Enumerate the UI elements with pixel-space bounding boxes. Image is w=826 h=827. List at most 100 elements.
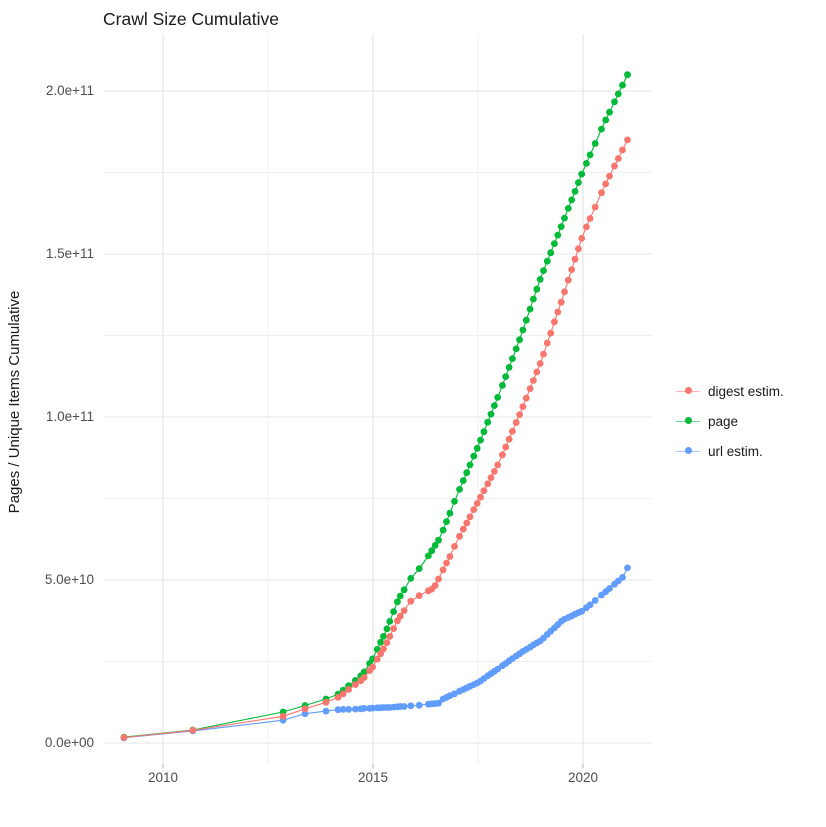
data-point-digest [583,223,590,231]
data-point-digest [369,663,376,671]
data-point-digest [373,655,381,663]
data-point-digest [470,506,478,513]
y-tick-label: 2.0e+11 [45,83,94,98]
data-point-url [606,585,613,592]
data-point-digest [602,180,610,188]
data-point-page [360,668,368,676]
data-point-digest [502,443,510,451]
data-point-page [540,267,547,274]
data-point-digest [322,698,330,706]
y-tick-label: 5.0e+10 [44,572,94,587]
data-point-digest [466,513,474,521]
data-point-digest [499,451,506,459]
data-point-page [396,592,404,600]
data-point-digest [484,480,492,488]
data-point-digest [279,712,287,720]
data-point-digest [564,276,572,284]
data-point-digest [451,543,458,550]
data-point-url [619,574,626,581]
data-point-url [415,701,423,709]
data-point-page [435,536,442,544]
data-point-page [473,444,481,452]
legend-label: url estim. [708,443,763,459]
data-point-digest [509,427,516,435]
data-point-digest [439,566,447,574]
data-point-page [591,140,599,147]
data-point-page [614,90,622,98]
data-point-page [491,402,498,409]
data-point-page [439,526,447,534]
data-point-page [377,638,384,646]
data-point-page [407,575,415,582]
data-point-page [547,249,555,257]
data-point-page [428,547,436,555]
legend: digest estim. page url estim. [676,376,824,466]
x-tick-label: 2010 [147,770,179,785]
data-point-digest [334,694,342,701]
data-point-digest [396,612,404,620]
data-point-page [509,355,516,362]
legend-key-icon [676,444,700,458]
data-point-page [624,71,631,79]
data-point-digest [415,592,423,599]
data-point-page [480,428,488,436]
data-point-digest [624,136,631,144]
data-point-page [494,394,502,401]
data-point-page [602,116,610,124]
legend-key-dot [684,387,692,395]
data-point-url [339,706,347,713]
data-point-digest [575,245,582,253]
y-axis-title: Pages / Unique Items Cumulative [6,290,23,514]
data-point-url [352,705,359,713]
data-point-page [386,618,394,625]
data-point-digest [540,350,547,358]
data-point-url [345,706,352,713]
data-point-digest [480,487,488,495]
series-points-digest [120,136,631,741]
data-point-digest [586,215,594,222]
data-point-digest [554,308,562,316]
y-tick-label: 1.0e+11 [45,409,94,424]
data-point-page [536,276,544,283]
data-point-url [400,703,408,710]
axis-tick-marks [162,764,584,769]
data-point-digest [519,403,527,410]
data-point-digest [345,686,352,693]
data-point-digest [435,575,442,583]
data-point-page [443,518,450,525]
data-point-digest [543,339,551,347]
data-point-url [360,705,368,712]
data-point-page [564,205,572,212]
x-tick-label: 2015 [357,770,389,785]
data-point-url [586,601,594,609]
data-point-page [568,196,576,204]
data-point-digest [551,318,558,326]
legend-label: page [708,413,739,429]
data-point-page [400,586,408,594]
data-point-page [551,240,558,248]
data-point-digest [526,385,534,392]
data-point-page [561,214,568,222]
series-line-page [123,74,628,738]
data-point-page [606,108,613,116]
data-point-digest [380,645,387,653]
data-point-digest [530,377,537,384]
data-point-digest [516,411,523,419]
data-point-url [322,707,330,715]
data-point-page [394,598,401,606]
data-point-page [619,81,626,89]
data-point-digest [352,681,359,688]
data-point-url [591,597,599,604]
data-point-page [512,345,520,353]
data-point-digest [487,474,495,481]
data-point-digest [512,419,520,426]
chart-title: Crawl Size Cumulative [103,9,280,29]
legend-item-digest-estim: digest estim. [676,376,824,406]
legend-key-icon [676,414,700,428]
data-point-digest [459,525,467,533]
y-tick-label: 1.5e+11 [45,246,94,261]
x-tick-label: 2020 [567,770,599,785]
gridlines-major [104,34,652,764]
data-point-page [522,316,530,324]
